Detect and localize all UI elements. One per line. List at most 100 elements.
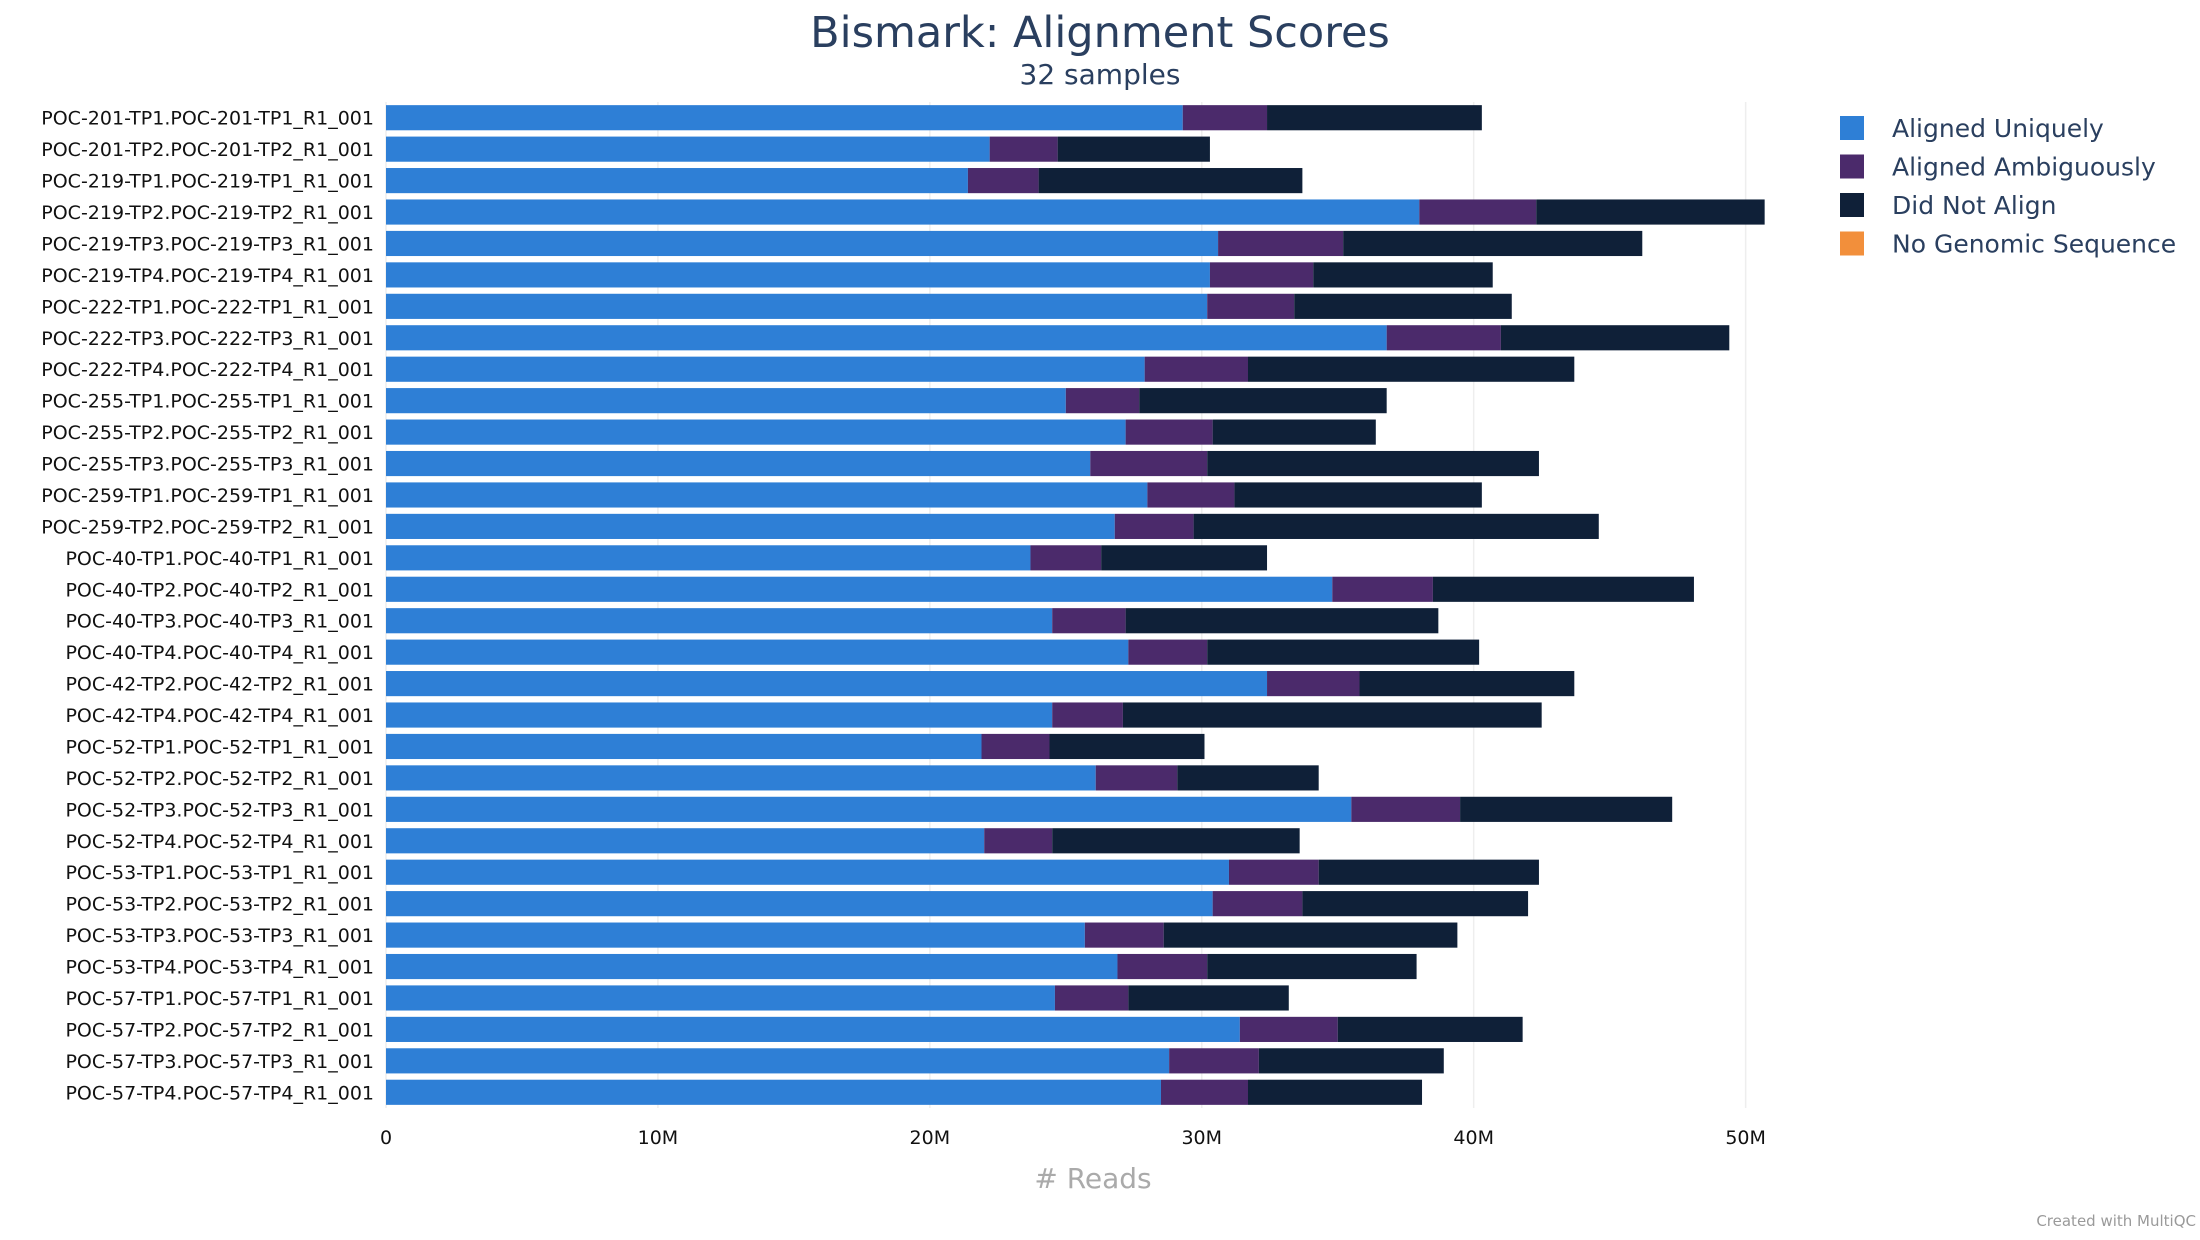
bar-segment[interactable]	[1030, 545, 1102, 571]
bar-segment[interactable]	[1052, 608, 1126, 634]
bar-segment[interactable]	[1147, 482, 1235, 508]
bar-segment[interactable]	[1193, 513, 1599, 539]
bar-segment[interactable]	[386, 1016, 1240, 1042]
legend-label[interactable]: Aligned Uniquely	[1892, 114, 2104, 143]
bar-segment[interactable]	[386, 105, 1183, 131]
bar-segment[interactable]	[386, 953, 1118, 980]
bar-segment[interactable]	[1090, 450, 1208, 477]
bar-segment[interactable]	[386, 513, 1115, 539]
legend-label[interactable]: No Genomic Sequence	[1892, 230, 2176, 259]
bar-segment[interactable]	[386, 199, 1420, 225]
bar-segment[interactable]	[1536, 199, 1765, 225]
bar-segment[interactable]	[1049, 733, 1205, 760]
bar-segment[interactable]	[1419, 199, 1537, 225]
bar-segment[interactable]	[1177, 765, 1319, 791]
bar-segment[interactable]	[386, 388, 1066, 414]
bar-segment[interactable]	[386, 891, 1213, 917]
bar-segment[interactable]	[1313, 262, 1493, 288]
bar-segment[interactable]	[1038, 168, 1303, 194]
bar-segment[interactable]	[1318, 859, 1539, 885]
bar-segment[interactable]	[386, 325, 1387, 351]
bar-segment[interactable]	[1128, 639, 1208, 665]
bar-segment[interactable]	[1267, 105, 1482, 131]
bar-segment[interactable]	[386, 639, 1129, 665]
bar-segment[interactable]	[1500, 325, 1730, 351]
bar-segment[interactable]	[1182, 105, 1268, 131]
bar-segment[interactable]	[1117, 953, 1208, 980]
bar-segment[interactable]	[386, 419, 1126, 445]
bar-segment[interactable]	[1337, 1016, 1523, 1042]
bar-segment[interactable]	[1294, 293, 1512, 319]
bar-segment[interactable]	[1057, 136, 1210, 162]
bar-segment[interactable]	[386, 545, 1031, 571]
bar-segment[interactable]	[984, 828, 1053, 854]
bar-segment[interactable]	[386, 859, 1229, 885]
bar-segment[interactable]	[386, 1048, 1170, 1074]
bar-segment[interactable]	[386, 702, 1053, 728]
bar-segment[interactable]	[386, 482, 1148, 508]
bar-segment[interactable]	[1052, 702, 1123, 728]
bar-segment[interactable]	[1169, 1048, 1259, 1074]
bar-segment[interactable]	[967, 168, 1039, 194]
bar-segment[interactable]	[386, 922, 1085, 948]
bar-segment[interactable]	[1114, 513, 1194, 539]
bar-segment[interactable]	[1359, 671, 1575, 697]
bar-segment[interactable]	[1228, 859, 1319, 885]
bar-segment[interactable]	[1351, 796, 1461, 822]
bar-segment[interactable]	[1386, 325, 1501, 351]
legend-label[interactable]: Aligned Ambiguously	[1892, 153, 2156, 182]
bar-segment[interactable]	[1302, 891, 1529, 917]
bar-segment[interactable]	[1084, 922, 1164, 948]
bar-segment[interactable]	[1122, 702, 1542, 728]
bar-segment[interactable]	[1343, 230, 1643, 257]
bar-segment[interactable]	[386, 733, 982, 760]
bar-segment[interactable]	[1065, 388, 1140, 414]
bar-segment[interactable]	[386, 356, 1145, 382]
bar-segment[interactable]	[386, 450, 1091, 477]
bar-segment[interactable]	[1212, 891, 1303, 917]
bar-segment[interactable]	[386, 671, 1268, 697]
bar-segment[interactable]	[1144, 356, 1248, 382]
bar-segment[interactable]	[386, 765, 1096, 791]
bar-segment[interactable]	[1160, 1079, 1248, 1105]
bar-segment[interactable]	[1212, 419, 1376, 445]
bar-segment[interactable]	[386, 828, 985, 854]
bar-segment[interactable]	[1125, 608, 1439, 634]
bar-segment[interactable]	[386, 576, 1333, 602]
bar-segment[interactable]	[386, 608, 1053, 634]
bar-segment[interactable]	[1207, 953, 1417, 980]
bar-segment[interactable]	[981, 733, 1050, 760]
bar-segment[interactable]	[1218, 230, 1344, 257]
bar-segment[interactable]	[386, 293, 1208, 319]
bar-segment[interactable]	[1247, 1079, 1423, 1105]
bar-segment[interactable]	[1234, 482, 1482, 508]
bar-segment[interactable]	[386, 262, 1210, 288]
bar-segment[interactable]	[1125, 419, 1213, 445]
bar-segment[interactable]	[386, 1079, 1161, 1105]
bar-segment[interactable]	[1095, 765, 1178, 791]
bar-segment[interactable]	[1139, 388, 1387, 414]
bar-segment[interactable]	[1432, 576, 1694, 602]
bar-segment[interactable]	[1239, 1016, 1338, 1042]
bar-segment[interactable]	[1209, 262, 1314, 288]
bar-segment[interactable]	[386, 168, 968, 194]
bar-segment[interactable]	[1054, 985, 1129, 1011]
legend-label[interactable]: Did Not Align	[1892, 191, 2056, 220]
bar-segment[interactable]	[1128, 985, 1289, 1011]
bar-segment[interactable]	[1052, 828, 1300, 854]
bar-segment[interactable]	[386, 796, 1352, 822]
bar-segment[interactable]	[1207, 639, 1480, 665]
bar-segment[interactable]	[989, 136, 1058, 162]
bar-segment[interactable]	[386, 230, 1219, 257]
bar-segment[interactable]	[1258, 1048, 1444, 1074]
bar-segment[interactable]	[1163, 922, 1458, 948]
bar-segment[interactable]	[386, 136, 990, 162]
bar-segment[interactable]	[1101, 545, 1268, 571]
bar-segment[interactable]	[1267, 671, 1360, 697]
bar-segment[interactable]	[1207, 450, 1539, 477]
bar-segment[interactable]	[1332, 576, 1433, 602]
bar-segment[interactable]	[1207, 293, 1295, 319]
bar-segment[interactable]	[386, 985, 1055, 1011]
bar-segment[interactable]	[1247, 356, 1575, 382]
bar-segment[interactable]	[1460, 796, 1673, 822]
